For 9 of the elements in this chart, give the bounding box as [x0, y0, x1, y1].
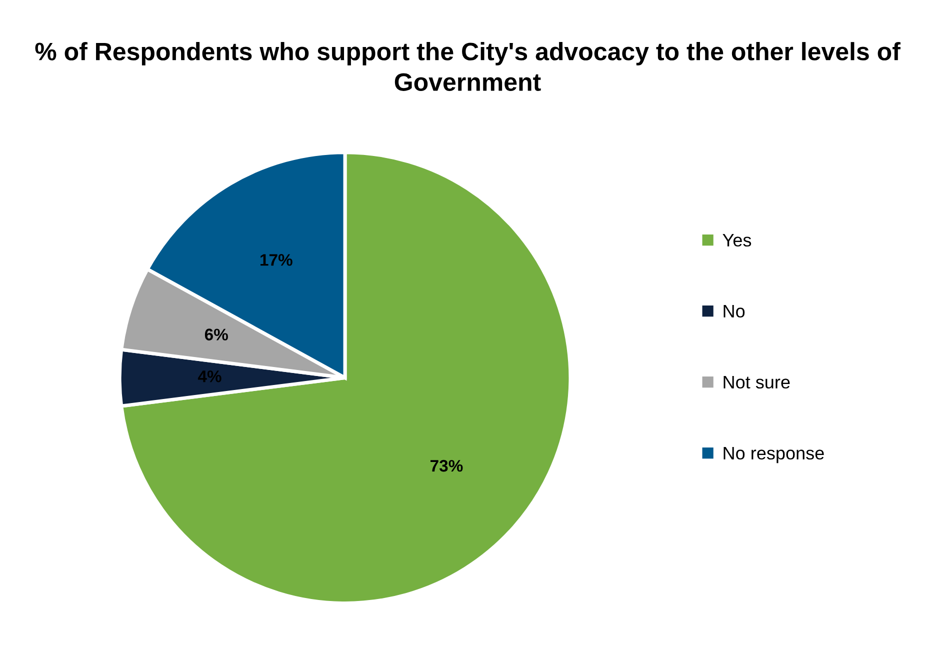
data-label: 6% — [204, 328, 228, 340]
data-label: 73% — [430, 460, 463, 472]
legend-label: Yes — [722, 234, 752, 247]
legend-label: No — [724, 304, 745, 318]
data-label: 17% — [260, 254, 292, 266]
data-label: 4% — [198, 370, 222, 382]
chart-title: % of Respondents who support the City's advocacy to the other levels of Government — [35, 42, 900, 91]
legend-label: No response — [724, 446, 824, 464]
legend-label: Not sure — [724, 376, 790, 389]
